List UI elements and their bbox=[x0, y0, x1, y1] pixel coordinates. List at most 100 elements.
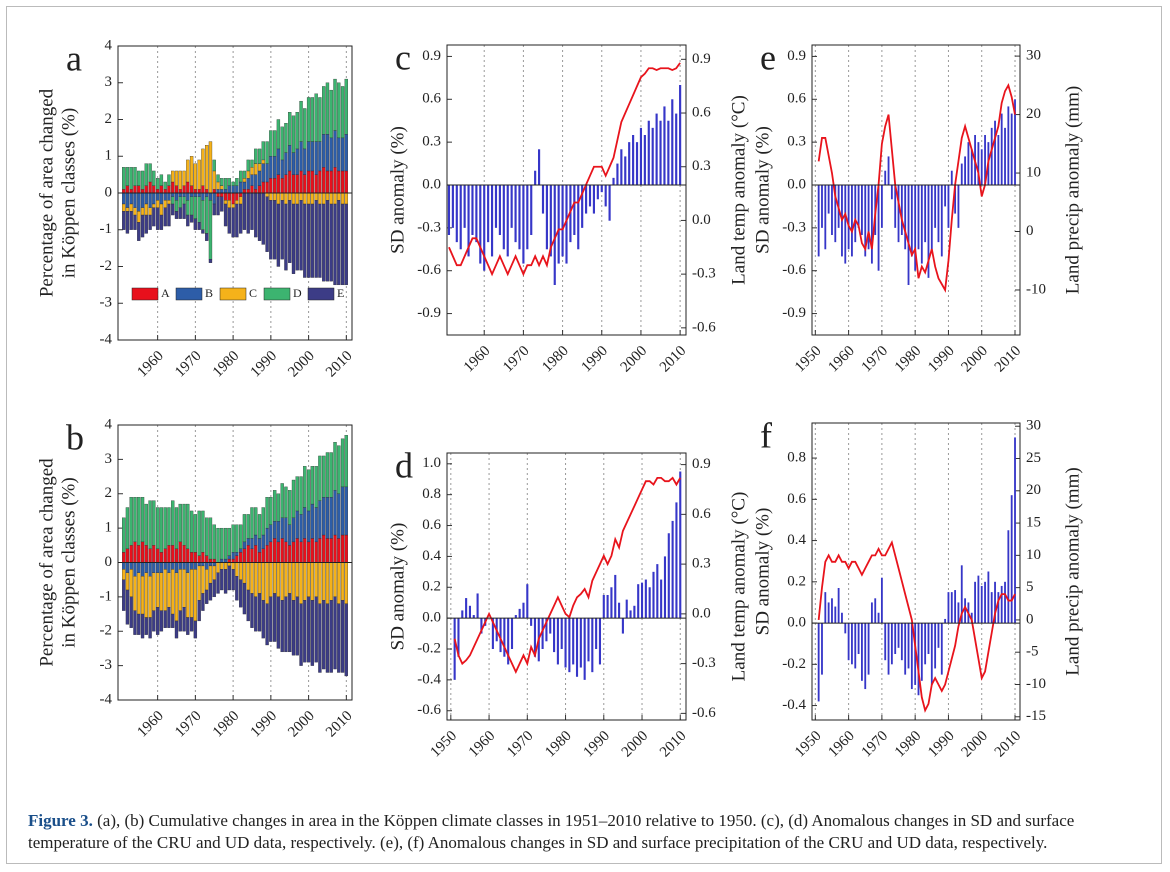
bar bbox=[994, 120, 996, 185]
bar-segment bbox=[189, 617, 194, 632]
bar-segment bbox=[129, 192, 133, 205]
bar-segment bbox=[137, 497, 141, 546]
y2-tick-label: -5 bbox=[1026, 644, 1039, 660]
bar-segment bbox=[306, 510, 311, 543]
bar-segment bbox=[295, 174, 299, 194]
bar bbox=[572, 618, 575, 665]
bar-segment bbox=[344, 603, 348, 677]
bar-segment bbox=[333, 167, 337, 194]
bar bbox=[877, 612, 880, 624]
bar-segment bbox=[163, 181, 167, 190]
bar-segment bbox=[250, 548, 254, 563]
bar-segment bbox=[303, 562, 307, 601]
bar-segment bbox=[216, 562, 220, 573]
bar bbox=[1007, 530, 1010, 624]
bar-segment bbox=[303, 192, 307, 205]
bar-segment bbox=[246, 189, 250, 194]
y-axis-label: SD anomaly (%) bbox=[387, 523, 408, 651]
bar bbox=[870, 602, 873, 624]
bar-segment bbox=[129, 211, 133, 230]
y-tick-label: -2 bbox=[100, 258, 113, 274]
bar-segment bbox=[152, 562, 156, 573]
bar bbox=[522, 602, 525, 619]
bar-segment bbox=[250, 159, 254, 168]
bar-segment bbox=[125, 572, 130, 591]
bar-segment bbox=[269, 156, 273, 179]
y-tick-label: 0.6 bbox=[787, 91, 806, 107]
bar-segment bbox=[329, 497, 333, 539]
bar-segment bbox=[261, 548, 265, 563]
bar-segment bbox=[125, 589, 130, 625]
bar-segment bbox=[205, 555, 209, 563]
bar-segment bbox=[163, 548, 167, 563]
bar-segment bbox=[288, 545, 292, 563]
bar-segment bbox=[212, 170, 216, 190]
bar bbox=[461, 610, 464, 619]
bar-segment bbox=[208, 141, 213, 194]
bar-segment bbox=[337, 137, 341, 172]
bar bbox=[679, 85, 682, 185]
bar bbox=[679, 471, 682, 619]
x-tick-label: 2000 bbox=[958, 343, 991, 376]
y-tick-label: 0.8 bbox=[787, 450, 806, 466]
bar bbox=[927, 623, 930, 654]
bar-segment bbox=[235, 200, 239, 205]
bar-segment bbox=[284, 203, 288, 271]
bar-segment bbox=[239, 552, 243, 563]
bar-segment bbox=[288, 145, 292, 172]
bar bbox=[651, 127, 654, 185]
bar-segment bbox=[159, 572, 164, 611]
bar-segment bbox=[125, 192, 130, 208]
bar bbox=[620, 149, 623, 185]
plot-frame bbox=[446, 44, 687, 336]
bar bbox=[937, 185, 940, 243]
bar-segment bbox=[257, 552, 262, 563]
bar bbox=[625, 599, 628, 619]
y2-tick-label: 0 bbox=[1026, 223, 1034, 239]
x-tick-label: 1970 bbox=[859, 343, 892, 376]
bar bbox=[834, 606, 837, 624]
bar bbox=[957, 185, 960, 228]
bar-segment bbox=[314, 507, 318, 543]
y-tick-label: 0.0 bbox=[422, 610, 441, 626]
bar-segment bbox=[333, 562, 337, 598]
bar bbox=[480, 618, 483, 634]
bar bbox=[629, 610, 632, 619]
bar-segment bbox=[318, 603, 322, 673]
bar-segment bbox=[329, 562, 333, 601]
bar-segment bbox=[340, 486, 345, 536]
y2-tick-label: -0.6 bbox=[692, 705, 716, 721]
bar bbox=[510, 618, 514, 650]
x-tick-label: 1960 bbox=[825, 728, 858, 761]
bar-segment bbox=[189, 552, 194, 563]
bar bbox=[960, 163, 963, 185]
y-tick-label: 0 bbox=[105, 554, 113, 570]
bar-segment bbox=[257, 514, 262, 539]
y-tick-label: 0.0 bbox=[787, 615, 806, 631]
bar-segment bbox=[318, 141, 322, 172]
bar-segment bbox=[197, 159, 201, 190]
bar-segment bbox=[227, 562, 231, 567]
bar bbox=[880, 185, 883, 228]
bar bbox=[910, 623, 913, 690]
bar-segment bbox=[137, 562, 141, 573]
bar-segment bbox=[314, 466, 318, 508]
bar-segment bbox=[295, 538, 299, 563]
bar bbox=[884, 623, 887, 661]
bar bbox=[904, 185, 907, 250]
bar-segment bbox=[254, 534, 258, 546]
bar-segment bbox=[242, 178, 247, 183]
caption-label: Figure 3. bbox=[28, 811, 93, 830]
x-tick-label: 2000 bbox=[285, 708, 318, 741]
x-tick-label: 1950 bbox=[792, 728, 825, 761]
bar-segment bbox=[216, 181, 220, 190]
panel-label: f bbox=[760, 415, 772, 455]
bar bbox=[844, 623, 847, 634]
bar-segment bbox=[125, 507, 130, 549]
bar bbox=[977, 575, 980, 624]
bar-segment bbox=[295, 476, 299, 512]
bar bbox=[675, 113, 678, 185]
bar-segment bbox=[288, 200, 292, 263]
bar-segment bbox=[220, 178, 224, 186]
